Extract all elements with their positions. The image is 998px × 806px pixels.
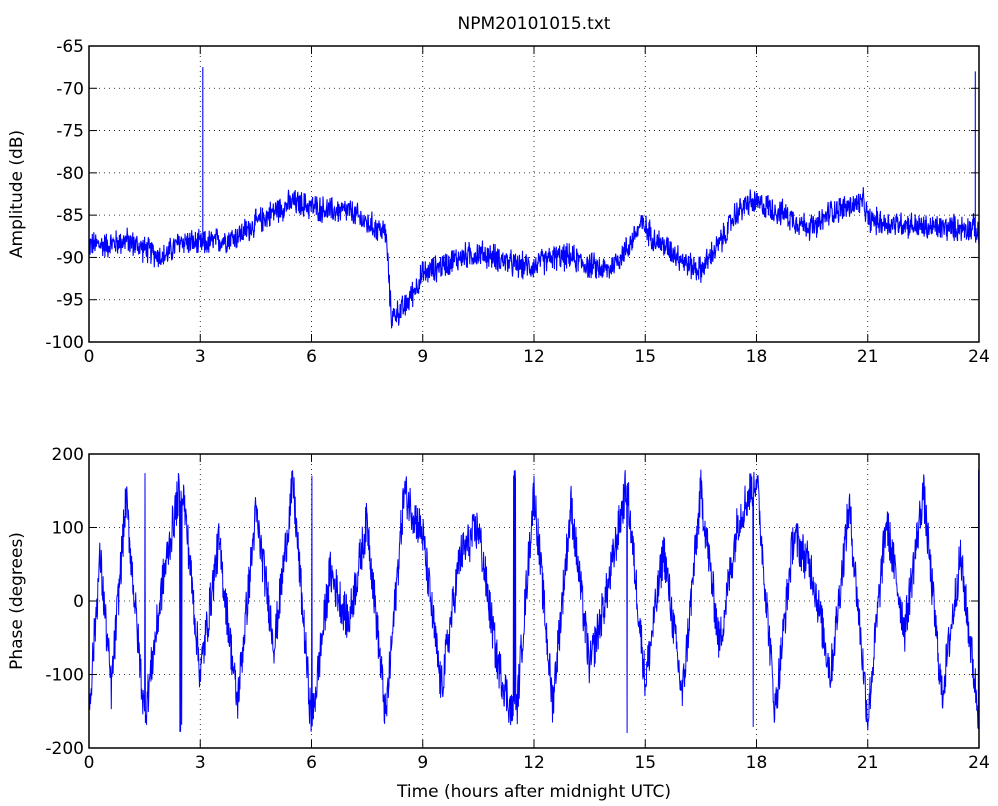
- amplitude-x-tick-label: 9: [417, 347, 428, 367]
- phase-panel: 0 3 6 9 12 15 18 21 24 -200 -100 0 100 200 Phase (deg…: [7, 445, 990, 802]
- amplitude-x-tick-label: 12: [523, 347, 545, 367]
- phase-x-tick-label: 9: [417, 753, 428, 773]
- phase-x-tick-label: 18: [746, 753, 768, 773]
- amplitude-x-tick-label: 6: [306, 347, 317, 367]
- phase-y-tick-label: 200: [52, 445, 84, 465]
- amplitude-x-tick-label: 24: [968, 347, 990, 367]
- amplitude-x-tick-label: 3: [195, 347, 206, 367]
- amplitude-x-tick-label: 0: [84, 347, 95, 367]
- amplitude-y-tick-label: -65: [56, 37, 84, 57]
- phase-x-tick-label: 6: [306, 753, 317, 773]
- phase-y-tick-label: -200: [45, 739, 84, 759]
- phase-y-tick-label: 0: [73, 592, 84, 612]
- phase-y-tick-label: 100: [52, 519, 84, 539]
- phase-x-tick-label: 0: [84, 753, 95, 773]
- phase-y-label: Phase (degrees): [7, 532, 27, 670]
- amplitude-x-tick-label: 15: [634, 347, 656, 367]
- phase-x-tick-label: 3: [195, 753, 206, 773]
- phase-x-tick-label: 24: [968, 753, 990, 773]
- amplitude-y-tick-label: -85: [56, 206, 84, 226]
- amplitude-grid: [89, 46, 979, 342]
- phase-x-tick-label: 15: [634, 753, 656, 773]
- phase-series-line: [88, 469, 980, 734]
- amplitude-y-tick-label: -80: [56, 164, 84, 184]
- amplitude-y-tick-label: -95: [56, 291, 84, 311]
- amplitude-y-tick-label: -100: [45, 333, 84, 353]
- amplitude-y-label: Amplitude (dB): [7, 130, 27, 258]
- amplitude-y-tick-label: -70: [56, 79, 84, 99]
- amplitude-x-tick-label: 18: [746, 347, 768, 367]
- phase-x-tick-label: 21: [857, 753, 879, 773]
- phase-y-tick-label: -100: [45, 666, 84, 686]
- figure-title: NPM20101015.txt: [458, 14, 611, 34]
- amplitude-ticks: 0 3 6 9 12 15 18 21 24 -100 -95 -90 -85 -80 -75 -70 -65: [45, 37, 989, 367]
- phase-ticks: 0 3 6 9 12 15 18 21 24 -200 -100 0 100 200: [45, 445, 989, 773]
- amplitude-series-line: [88, 67, 980, 329]
- amplitude-y-tick-label: -75: [56, 122, 84, 142]
- phase-x-tick-label: 12: [523, 753, 545, 773]
- amplitude-y-tick-label: -90: [56, 248, 84, 268]
- amplitude-panel: 0 3 6 9 12 15 18 21 24-100-95-90-85-80-75-70-65 …: [7, 37, 990, 367]
- phase-x-label: Time (hours after midnight UTC): [396, 782, 671, 802]
- amplitude-x-tick-label: 21: [857, 347, 879, 367]
